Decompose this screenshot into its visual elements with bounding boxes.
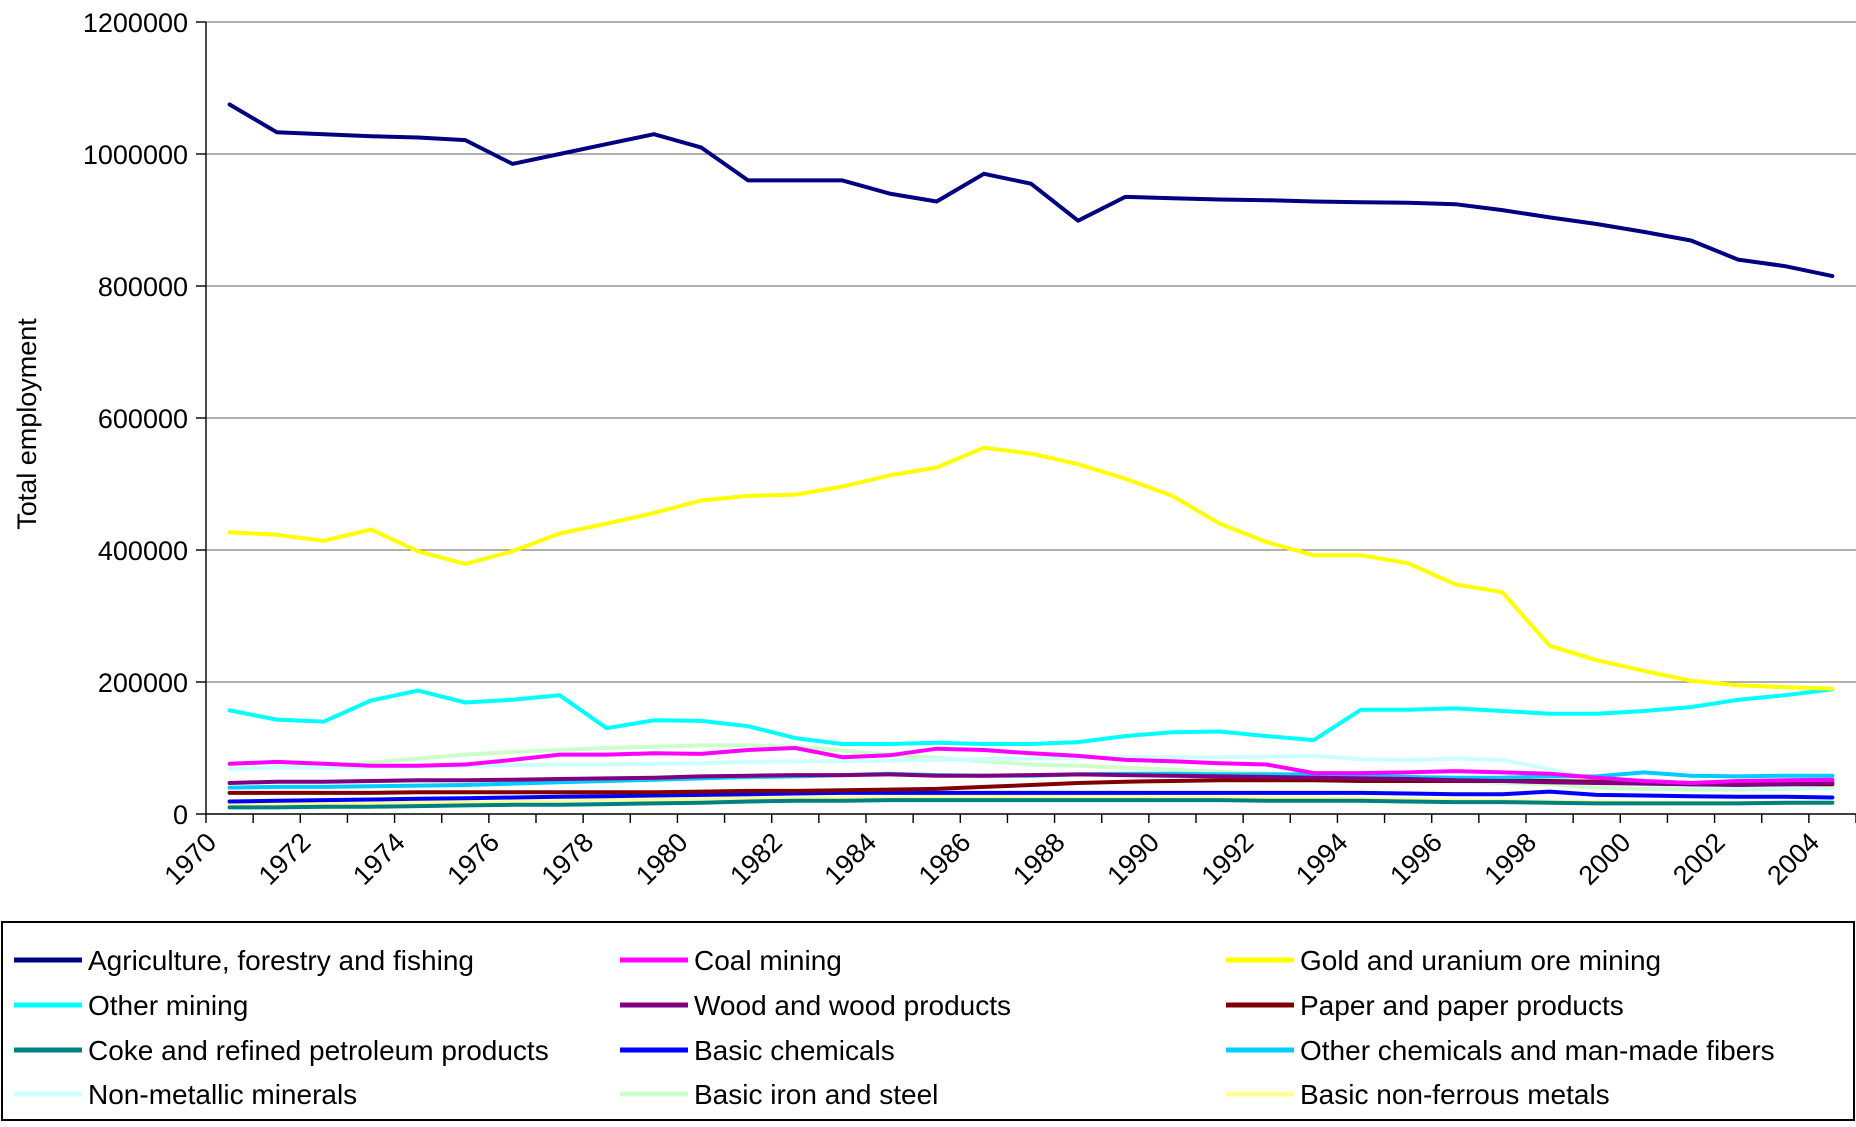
y-tick-label: 800000 [98, 272, 188, 302]
legend-label: Non-metallic minerals [88, 1079, 357, 1110]
x-tick-label: 1970 [159, 827, 223, 891]
legend-label: Coal mining [694, 945, 842, 976]
x-tick-label: 1994 [1290, 827, 1354, 891]
x-tick-label: 1972 [253, 827, 317, 891]
legend-label: Other chemicals and man-made fibers [1300, 1035, 1775, 1066]
series-line-0 [227, 102, 1835, 279]
series-line-7 [227, 789, 1835, 804]
legend-label: Agriculture, forestry and fishing [88, 945, 474, 976]
x-tick-label: 1978 [536, 827, 600, 891]
series-line-2 [227, 445, 1835, 691]
x-tick-label: 1988 [1007, 827, 1071, 891]
x-tick-label: 1980 [630, 827, 694, 891]
legend-label: Wood and wood products [694, 990, 1011, 1021]
y-tick-label: 200000 [98, 668, 188, 698]
y-axis-label: Total employment [12, 318, 42, 530]
series-line-1 [227, 746, 1835, 785]
series-line-9 [227, 753, 1835, 790]
y-tick-label: 1200000 [83, 8, 188, 38]
x-tick-label: 1976 [441, 827, 505, 891]
x-tick-label: 1974 [347, 827, 411, 891]
y-tick-label: 1000000 [83, 140, 188, 170]
y-tick-label: 400000 [98, 536, 188, 566]
legend-label: Coke and refined petroleum products [88, 1035, 549, 1066]
series-lines [227, 102, 1835, 810]
x-tick-label: 1992 [1196, 827, 1260, 891]
x-tick-label: 1986 [913, 827, 977, 891]
series-line-4 [227, 772, 1835, 787]
y-tick-label: 0 [173, 800, 188, 830]
legend-label: Basic chemicals [694, 1035, 895, 1066]
x-tick-label: 1984 [819, 827, 883, 891]
legend-box [1, 921, 1855, 1121]
x-tick-label: 1998 [1479, 827, 1543, 891]
legend-label: Gold and uranium ore mining [1300, 945, 1661, 976]
series-line-6 [227, 798, 1835, 810]
x-tick-label: 1990 [1101, 827, 1165, 891]
legend-label: Paper and paper products [1300, 990, 1624, 1021]
legend: Agriculture, forestry and fishing Coal mi… [1, 921, 1855, 1121]
x-tick-label: 2002 [1667, 827, 1731, 891]
legend-label: Other mining [88, 990, 248, 1021]
series-line-3 [227, 687, 1835, 746]
y-tick-label: 600000 [98, 404, 188, 434]
series-line-10 [227, 743, 1835, 792]
x-tick-label: 1996 [1384, 827, 1448, 891]
x-tick-label: 1982 [724, 827, 788, 891]
x-tick-label: 2004 [1761, 827, 1825, 891]
gridlines [206, 21, 1856, 683]
x-tick-label: 2000 [1573, 827, 1637, 891]
legend-label: Basic iron and steel [694, 1079, 938, 1110]
legend-label: Basic non-ferrous metals [1300, 1079, 1610, 1110]
